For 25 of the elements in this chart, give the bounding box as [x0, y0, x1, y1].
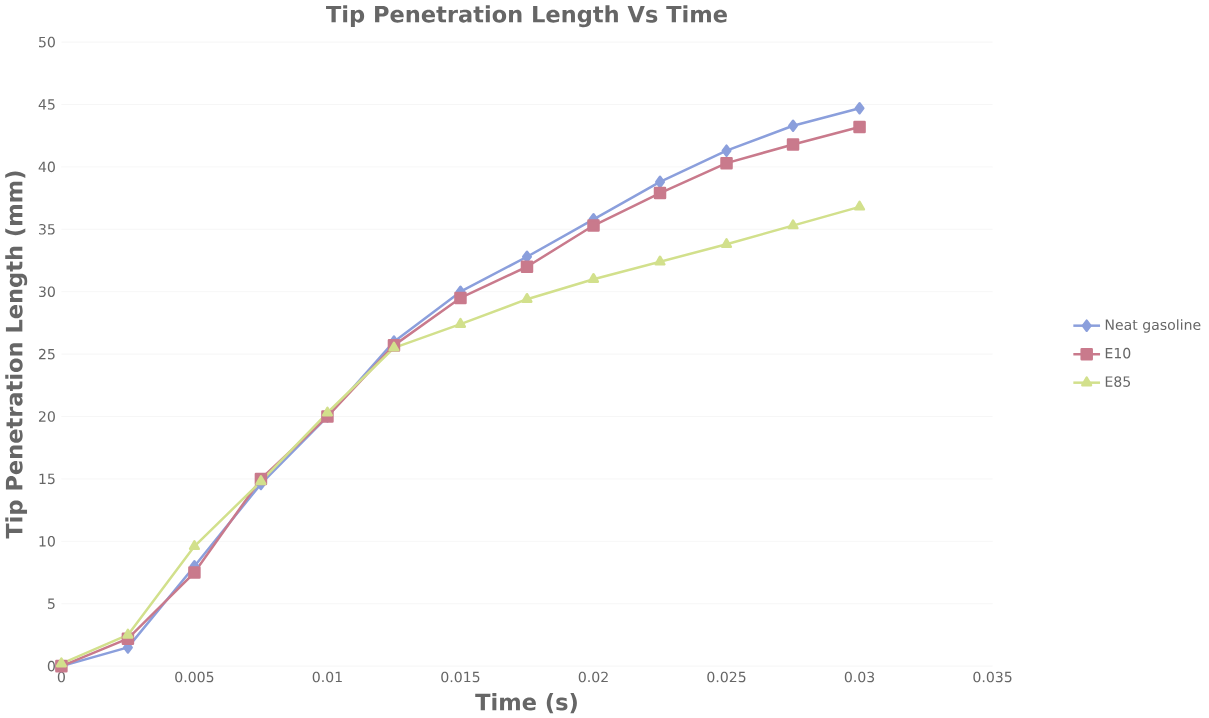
legend-label: E85	[1105, 376, 1131, 387]
y-tick-label: 35	[39, 223, 55, 235]
y-tick-label: 50	[39, 36, 55, 48]
x-tick-label: 0.01	[312, 671, 342, 683]
y-axis-title: Tip Penetration Length (mm)	[5, 171, 28, 539]
chart-title: Tip Penetration Length Vs Time	[326, 5, 727, 27]
x-tick-label: 0.035	[973, 671, 1012, 683]
y-tick-label: 25	[38, 348, 55, 360]
y-tick-label: 40	[38, 161, 55, 173]
x-tick-label: 0.005	[175, 671, 214, 683]
y-tick-label: 0	[47, 660, 55, 672]
y-tick-label: 15	[39, 473, 55, 484]
x-tick-label: 0.015	[441, 671, 480, 683]
x-tick-label: 0.03	[844, 671, 875, 683]
y-tick-label: 10	[39, 535, 55, 547]
x-tick-label: 0.025	[707, 671, 746, 683]
y-tick-label: 5	[47, 598, 55, 609]
y-tick-label: 20	[38, 411, 55, 422]
x-tick-label: 0.02	[578, 671, 608, 683]
legend-label: Neat gasoline	[1105, 318, 1201, 333]
y-tick-label: 45	[38, 99, 55, 110]
x-tick-label: 0	[57, 671, 65, 683]
y-tick-label: 30	[39, 286, 55, 297]
x-axis-title: Time (s)	[475, 692, 577, 713]
legend-label: E10	[1105, 347, 1131, 359]
